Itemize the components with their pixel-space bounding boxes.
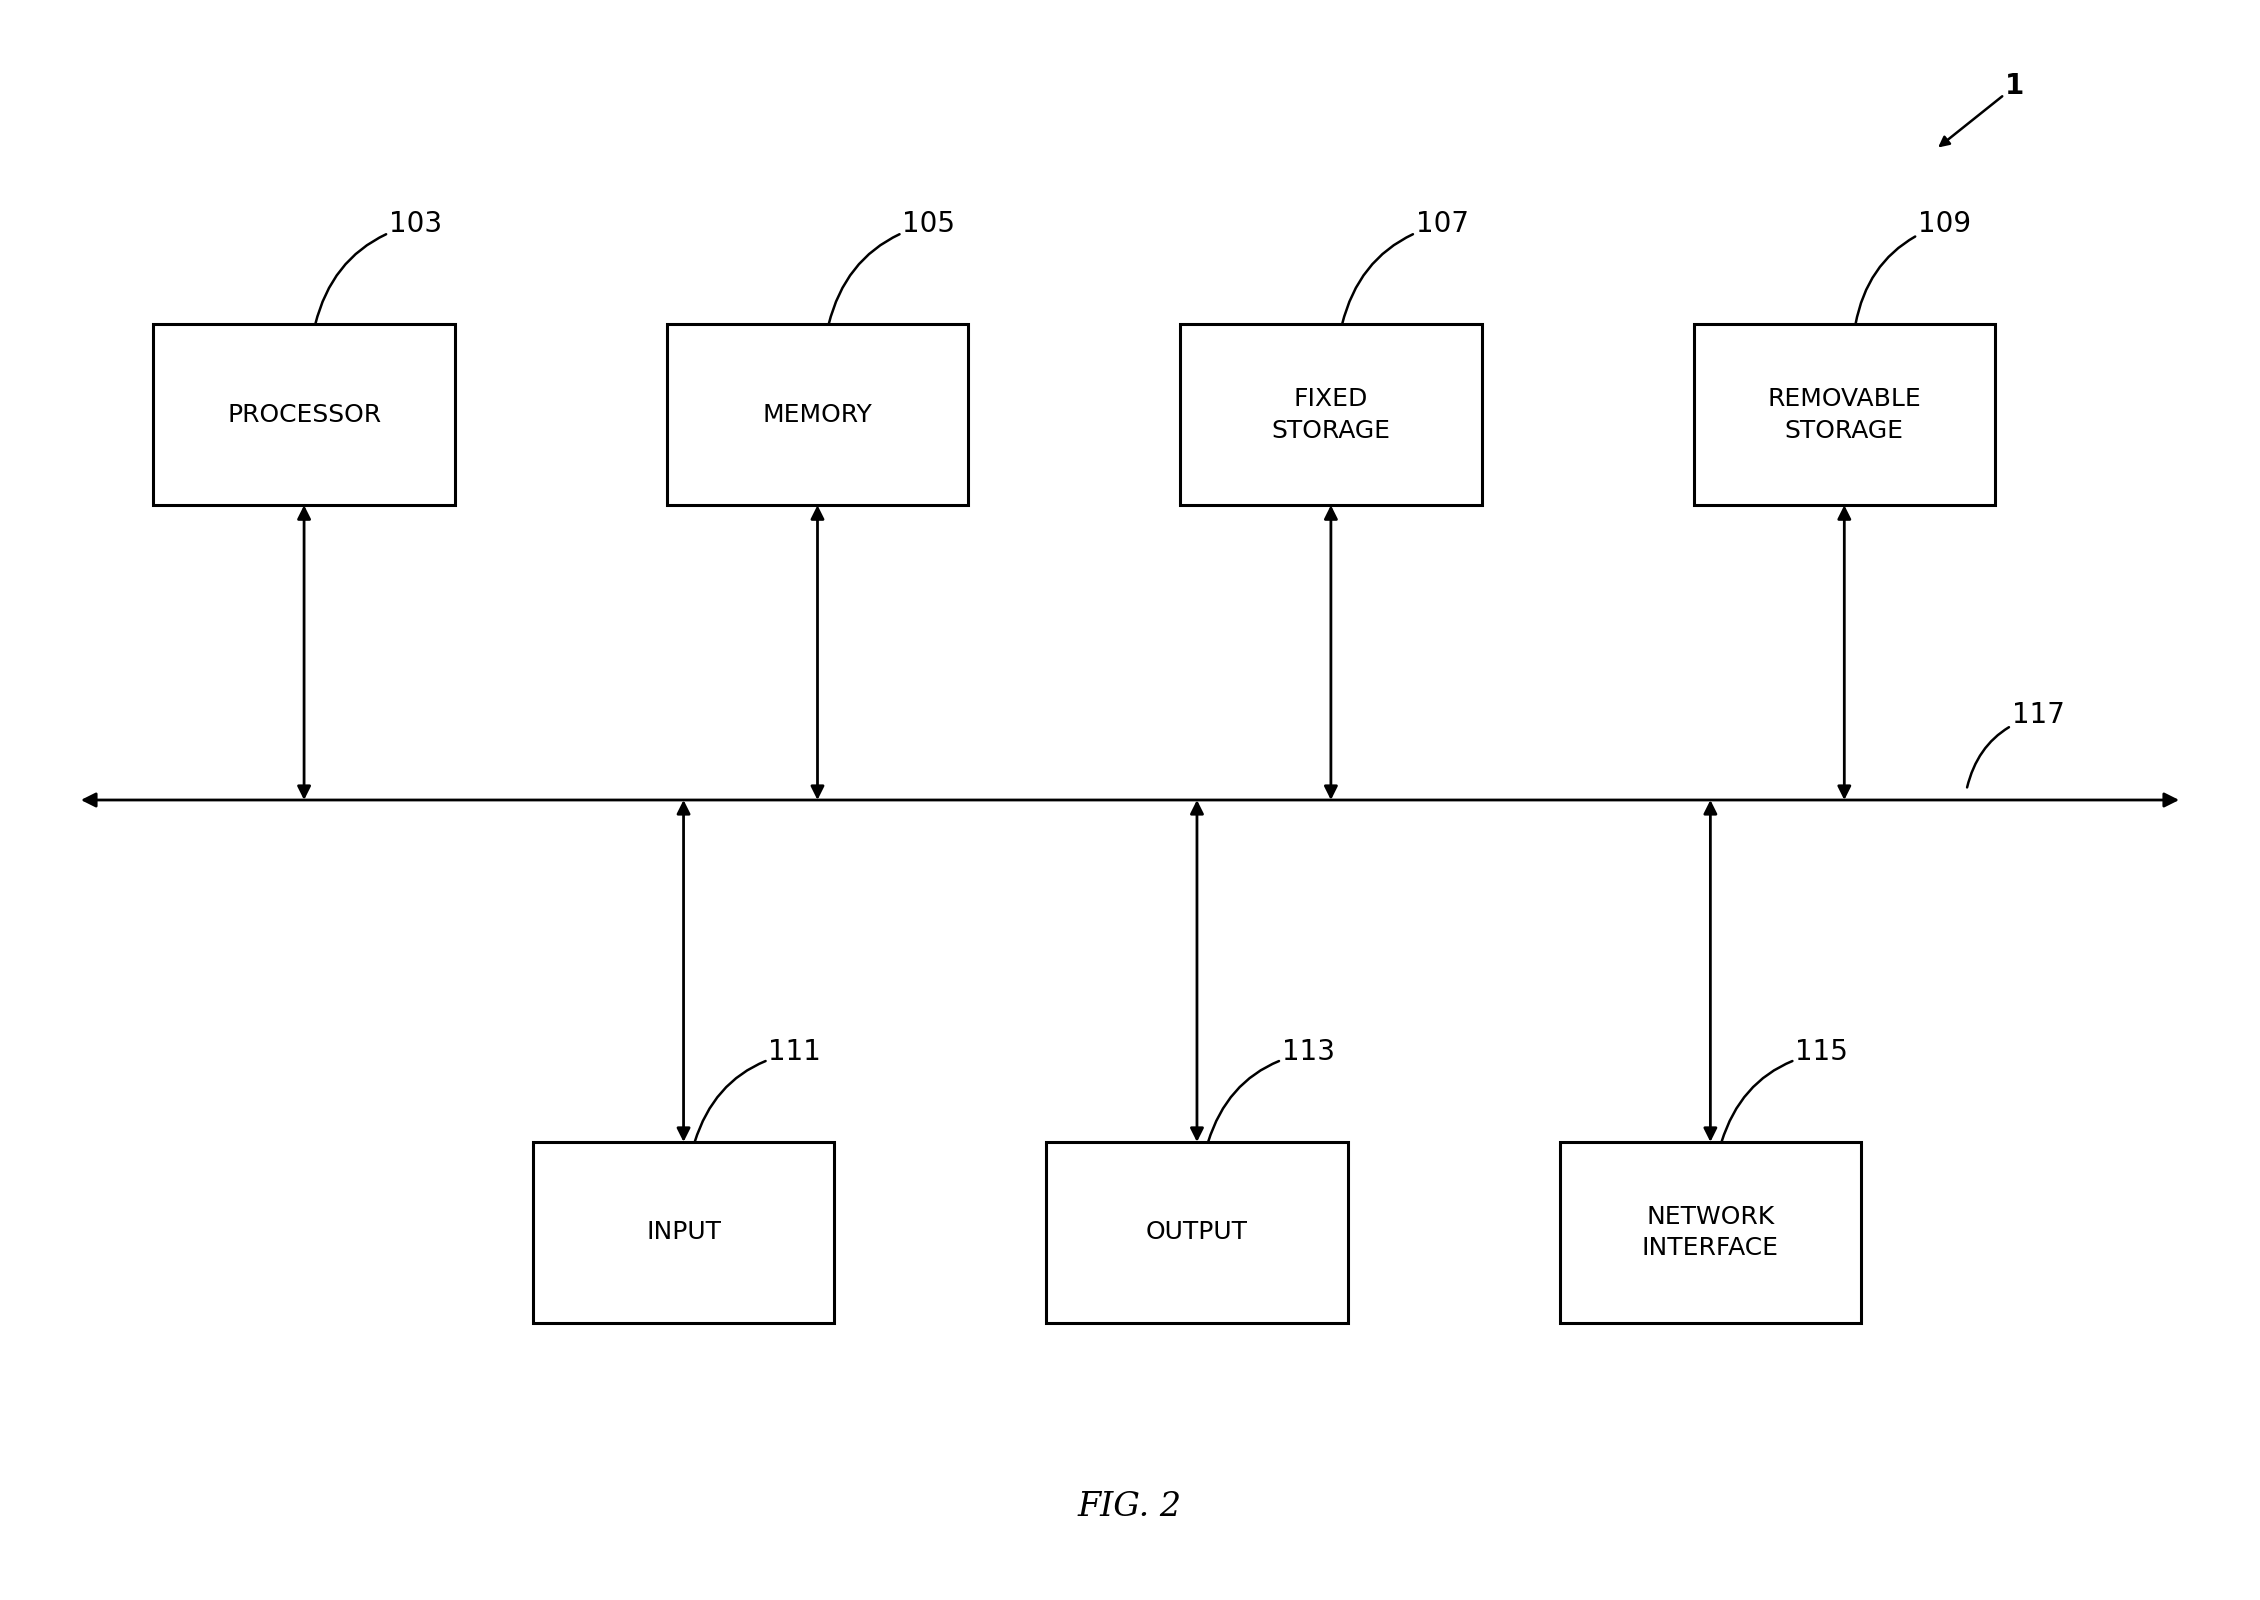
Text: PROCESSOR: PROCESSOR [226,403,382,427]
Text: NETWORK
INTERFACE: NETWORK INTERFACE [1641,1205,1779,1261]
Bar [1180,325,1483,506]
Text: 1: 1 [1941,72,2025,146]
Text: FIXED
STORAGE: FIXED STORAGE [1272,387,1390,443]
Bar [1559,1142,1860,1323]
Text: 111: 111 [694,1038,820,1142]
Text: REMOVABLE
STORAGE: REMOVABLE STORAGE [1767,387,1921,443]
Text: MEMORY: MEMORY [762,403,872,427]
Bar [1046,1142,1347,1323]
Bar [154,325,454,506]
Text: 107: 107 [1342,210,1469,325]
Text: 103: 103 [314,210,443,325]
Bar [533,1142,834,1323]
Text: OUTPUT: OUTPUT [1146,1221,1248,1245]
Bar [1693,325,1996,506]
Text: 115: 115 [1722,1038,1849,1142]
Text: 109: 109 [1855,210,1971,325]
Text: 113: 113 [1209,1038,1336,1142]
Text: INPUT: INPUT [646,1221,721,1245]
Text: 117: 117 [1966,701,2066,787]
Text: FIG. 2: FIG. 2 [1078,1491,1182,1523]
Bar [667,325,967,506]
Text: 105: 105 [829,210,956,325]
